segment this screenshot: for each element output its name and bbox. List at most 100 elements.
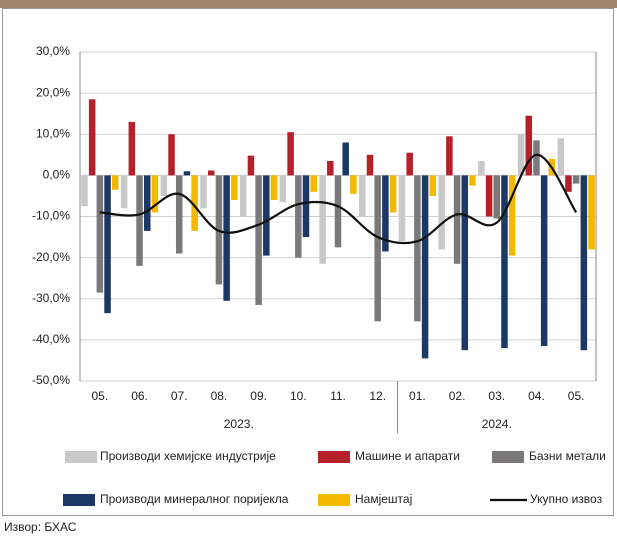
bar — [446, 136, 453, 176]
bar — [263, 175, 270, 256]
bar — [342, 142, 349, 176]
bar — [191, 175, 198, 231]
legend-swatch — [318, 451, 350, 463]
legend-swatch — [65, 451, 97, 463]
x-tick-label: 10. — [290, 389, 307, 403]
bar — [374, 175, 381, 322]
bar — [350, 175, 357, 194]
bar — [81, 175, 88, 207]
y-tick-label: -30,0% — [32, 291, 70, 305]
bar — [438, 175, 445, 250]
bar — [88, 99, 96, 176]
legend-swatch — [63, 494, 95, 506]
x-group-label: 2023. — [224, 417, 254, 431]
bar — [175, 175, 183, 254]
frame — [2, 8, 614, 516]
y-tick-label: 20,0% — [36, 85, 70, 99]
bar — [111, 175, 119, 190]
legend-label: Производи минералног поријекла — [100, 492, 289, 506]
bar — [231, 175, 238, 201]
bar — [429, 175, 437, 196]
bar — [168, 134, 175, 176]
header-bar — [0, 0, 617, 8]
bar — [461, 175, 469, 351]
bar — [120, 175, 128, 209]
bar — [319, 175, 326, 264]
bar — [96, 175, 104, 293]
x-tick-label: 03. — [488, 389, 505, 403]
bar — [136, 175, 143, 266]
bar — [565, 175, 572, 192]
bar — [247, 155, 255, 176]
bar — [279, 175, 287, 203]
bar — [207, 170, 215, 176]
bar — [501, 175, 508, 349]
bar — [389, 175, 397, 213]
legend-swatch — [318, 494, 350, 506]
bar — [469, 175, 476, 186]
bar — [151, 175, 159, 213]
bar — [557, 138, 565, 176]
y-tick-label: -50,0% — [32, 373, 70, 387]
bar — [580, 175, 588, 351]
bar — [508, 175, 516, 256]
bar — [310, 175, 317, 192]
x-tick-label: 09. — [250, 389, 267, 403]
x-tick-label: 12. — [369, 389, 386, 403]
x-tick-label: 11. — [330, 389, 346, 403]
bar — [104, 175, 111, 314]
bar — [493, 175, 501, 219]
legend-swatch — [492, 451, 524, 463]
bar — [327, 160, 334, 176]
bar — [453, 175, 461, 264]
bar — [517, 134, 525, 176]
line — [99, 153, 578, 245]
x-tick-label: 06. — [131, 389, 148, 403]
bar — [588, 175, 595, 250]
legend-label: Машине и апарати — [355, 449, 460, 463]
bar — [223, 175, 230, 301]
legend-label: Укупно извоз — [530, 492, 603, 506]
y-tick-label: 30,0% — [36, 44, 70, 58]
x-group-label: 2024. — [482, 417, 512, 431]
bar — [406, 152, 413, 176]
y-tick-label: -20,0% — [32, 250, 70, 264]
x-tick-label: 02. — [449, 389, 466, 403]
y-tick-label: 0,0% — [43, 168, 71, 182]
bar — [239, 175, 247, 217]
bar — [485, 175, 493, 217]
bar — [421, 175, 429, 359]
bar — [255, 175, 262, 305]
bar — [398, 175, 406, 242]
y-tick-label: 10,0% — [36, 126, 70, 140]
y-tick-label: -40,0% — [32, 332, 70, 346]
bar — [200, 175, 207, 209]
bar — [478, 160, 485, 176]
bar — [160, 175, 168, 196]
bar — [287, 132, 294, 176]
bar — [143, 175, 151, 231]
bar — [359, 175, 366, 217]
bar — [525, 115, 533, 176]
bar — [366, 154, 374, 176]
x-tick-label: 05. — [568, 389, 585, 403]
bar — [382, 175, 389, 252]
x-tick-label: 08. — [211, 389, 228, 403]
legend-label: Производи хемијске индустрије — [100, 449, 276, 463]
bar — [533, 140, 540, 176]
bar — [334, 175, 342, 248]
bar — [270, 175, 278, 201]
y-tick-label: -10,0% — [32, 209, 70, 223]
bar — [128, 121, 136, 176]
bar — [295, 175, 302, 258]
source: Извор: БХАС — [4, 520, 77, 534]
x-tick-label: 07. — [171, 389, 188, 403]
legend-label: Намјештај — [355, 492, 412, 506]
bar — [302, 175, 310, 238]
legend-label: Базни метали — [529, 449, 606, 463]
x-tick-label: 01. — [409, 389, 426, 403]
x-tick-label: 04. — [528, 389, 545, 403]
bar — [183, 171, 191, 176]
x-tick-label: 05. — [92, 389, 109, 403]
